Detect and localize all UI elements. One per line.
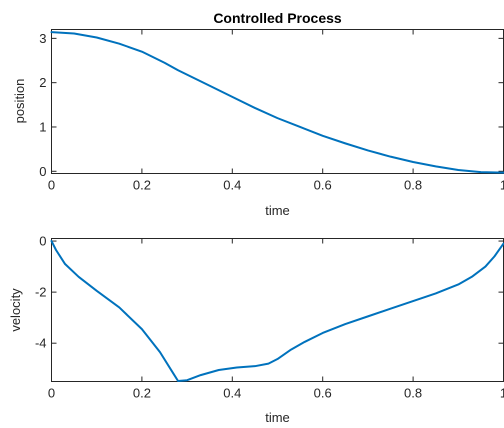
x-tick-label: 0: [48, 178, 55, 193]
series-line: [50, 31, 504, 174]
x-tick-label: 0.6: [314, 178, 332, 193]
position-plot: Controlled Process 0 0.2 0.4 0.6 0.8 1 0 1 2 3 ti…: [12, 10, 504, 218]
series-line: [50, 240, 504, 382]
y-tick-label: 2: [39, 75, 46, 90]
y-tick-label: 1: [39, 119, 46, 134]
y-tick-label: 0: [39, 234, 46, 249]
position-axes-box: [51, 29, 504, 174]
y-axis-label: velocity: [8, 288, 23, 332]
y-tick-label: 0: [39, 164, 46, 179]
x-tick-label: 0.8: [404, 178, 422, 193]
x-tick-label: 0.6: [314, 386, 332, 401]
chart-title: Controlled Process: [213, 10, 342, 26]
y-tick-label: -2: [35, 285, 47, 300]
y-tick-label: 3: [39, 31, 46, 46]
x-tick-label: 0: [48, 386, 55, 401]
position-series: [50, 31, 504, 174]
y-axis-label: position: [12, 79, 27, 124]
x-tick-label: 0.4: [223, 386, 241, 401]
position-ticks: [51, 29, 504, 174]
y-tick-label: -4: [35, 336, 47, 351]
x-tick-label: 1: [500, 178, 504, 193]
velocity-tick-labels: 0 0.2 0.4 0.6 0.8 1 -4 -2 0: [35, 234, 504, 401]
velocity-plot: 0 0.2 0.4 0.6 0.8 1 -4 -2 0 time velocity: [8, 234, 504, 425]
x-tick-label: 0.2: [133, 178, 151, 193]
x-tick-label: 1: [500, 386, 504, 401]
x-tick-label: 0.2: [133, 386, 151, 401]
x-axis-label: time: [265, 203, 290, 218]
x-tick-label: 0.8: [404, 386, 422, 401]
x-axis-label: time: [265, 410, 290, 425]
velocity-series: [50, 240, 504, 382]
x-tick-label: 0.4: [223, 178, 241, 193]
position-tick-labels: 0 0.2 0.4 0.6 0.8 1 0 1 2 3: [39, 31, 504, 193]
